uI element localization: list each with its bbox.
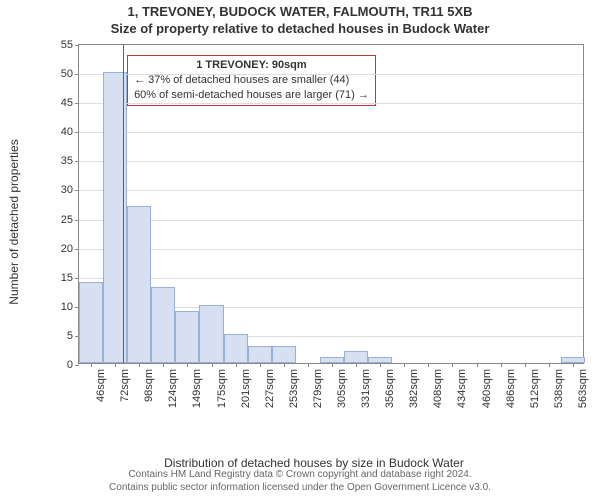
histogram-bar [344,351,368,363]
ytick-mark [75,103,79,104]
histogram-bar [127,206,151,363]
ytick-mark [75,74,79,75]
xtick-mark [356,363,357,367]
ytick-label: 35 [61,155,73,167]
xtick-mark [477,363,478,367]
xtick-label: 512sqm [529,369,541,408]
histogram-bar [151,287,175,363]
xtick-mark [501,363,502,367]
xtick-mark [308,363,309,367]
xtick-label: 356sqm [384,369,396,408]
marker-callout: 1 TREVONEY: 90sqm ← 37% of detached hous… [127,55,376,106]
xtick-label: 538sqm [553,369,565,408]
xtick-label: 227sqm [264,369,276,408]
ytick-mark [75,45,79,46]
ytick-label: 20 [61,243,73,255]
ytick-mark [75,132,79,133]
xtick-label: 253sqm [288,369,300,408]
xtick-label: 408sqm [432,369,444,408]
gridline-h [79,103,583,104]
xtick-mark [332,363,333,367]
histogram-bar [199,305,223,363]
plot-area: 1 TREVONEY: 90sqm ← 37% of detached hous… [78,44,584,364]
xtick-mark [115,363,116,367]
footer-line-2: Contains public sector information licen… [0,481,600,494]
gridline-h [79,220,583,221]
xtick-mark [187,363,188,367]
histogram-bar [175,311,199,363]
xtick-mark [380,363,381,367]
chart-container: Number of detached properties 1 TREVONEY… [44,44,584,400]
ytick-label: 45 [61,97,73,109]
xtick-label: 98sqm [143,369,155,402]
xtick-label: 563sqm [577,369,589,408]
xtick-mark [573,363,574,367]
ytick-label: 15 [61,272,73,284]
xtick-mark [284,363,285,367]
footer-line-1: Contains HM Land Registry data © Crown c… [0,468,600,481]
callout-line-larger: 60% of semi-detached houses are larger (… [134,88,369,103]
xtick-mark [404,363,405,367]
xtick-mark [549,363,550,367]
attribution-footer: Contains HM Land Registry data © Crown c… [0,468,600,494]
xtick-mark [260,363,261,367]
xtick-label: 279sqm [312,369,324,408]
xtick-mark [525,363,526,367]
xtick-label: 331sqm [360,369,372,408]
xtick-mark [452,363,453,367]
gridline-h [79,190,583,191]
property-marker-line [123,45,124,363]
gridline-h [79,161,583,162]
gridline-h [79,249,583,250]
xtick-label: 72sqm [119,369,131,402]
xtick-label: 434sqm [456,369,468,408]
ytick-label: 0 [67,359,73,371]
xtick-label: 305sqm [336,369,348,408]
ytick-label: 25 [61,214,73,226]
xtick-mark [428,363,429,367]
xtick-label: 201sqm [240,369,252,408]
xtick-mark [91,363,92,367]
histogram-bar [224,334,248,363]
xtick-mark [139,363,140,367]
ytick-label: 5 [67,330,73,342]
xtick-label: 460sqm [481,369,493,408]
xtick-label: 149sqm [191,369,203,408]
histogram-bar [248,346,272,363]
xtick-label: 382sqm [408,369,420,408]
histogram-bar [272,346,296,363]
xtick-label: 486sqm [505,369,517,408]
gridline-h [79,132,583,133]
ytick-mark [75,249,79,250]
ytick-mark [75,278,79,279]
xtick-label: 124sqm [167,369,179,408]
title-line-2: Size of property relative to detached ho… [0,21,600,38]
histogram-bar [79,282,103,363]
ytick-label: 40 [61,126,73,138]
xtick-mark [163,363,164,367]
gridline-h [79,74,583,75]
ytick-label: 50 [61,68,73,80]
ytick-mark [75,161,79,162]
xtick-mark [212,363,213,367]
ytick-label: 55 [61,39,73,51]
y-axis-label: Number of detached properties [7,139,21,304]
ytick-mark [75,220,79,221]
xtick-mark [236,363,237,367]
chart-title-block: 1, TREVONEY, BUDOCK WATER, FALMOUTH, TR1… [0,0,600,38]
ytick-mark [75,365,79,366]
title-line-1: 1, TREVONEY, BUDOCK WATER, FALMOUTH, TR1… [0,4,600,21]
ytick-label: 10 [61,301,73,313]
ytick-label: 30 [61,184,73,196]
callout-title: 1 TREVONEY: 90sqm [134,58,369,73]
xtick-label: 46sqm [95,369,107,402]
xtick-label: 175sqm [216,369,228,408]
gridline-h [79,278,583,279]
ytick-mark [75,190,79,191]
